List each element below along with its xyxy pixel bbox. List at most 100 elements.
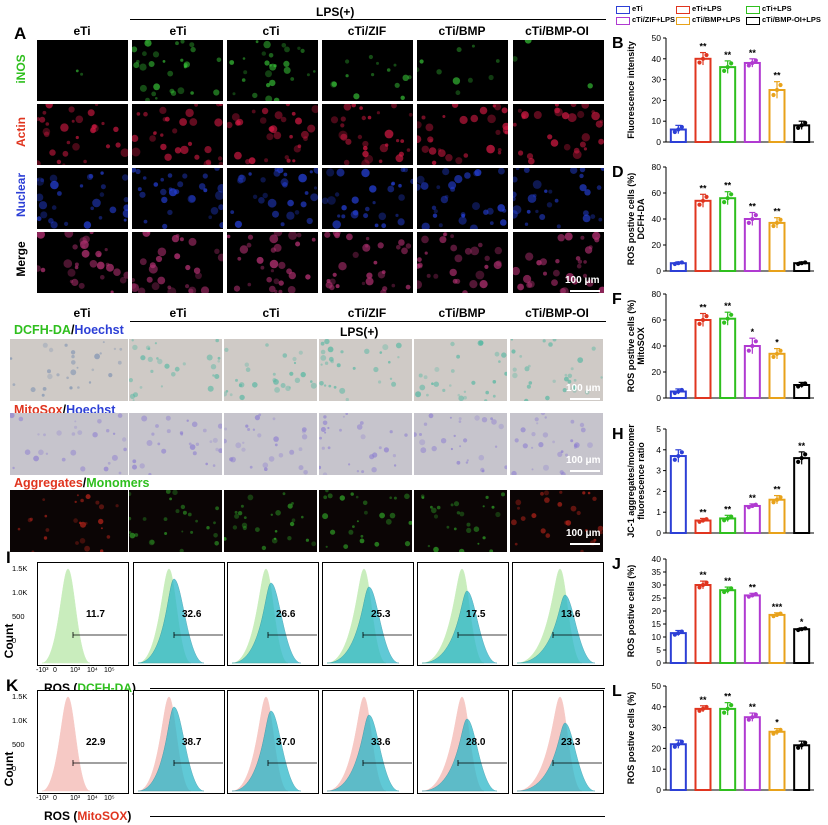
y-tick-label: 5 (656, 645, 661, 655)
legend-label: cTi/BMP+LPS (692, 15, 741, 24)
data-point (697, 321, 702, 326)
data-point (746, 348, 751, 353)
y-tick-label: 10 (652, 764, 662, 774)
panel-letter-a: A (14, 24, 27, 43)
data-point (722, 710, 727, 715)
significance-label: ** (699, 42, 707, 52)
flow-gate-value: 23.3 (561, 737, 581, 748)
significance-label: ** (749, 48, 757, 58)
y-tick-label: 80 (652, 289, 662, 299)
column-header-eti: eTi (169, 24, 187, 38)
data-point (725, 706, 730, 711)
y-tick-label: 30 (652, 75, 662, 85)
data-point (679, 387, 684, 393)
flow-histogram-3: 37.0 (227, 690, 319, 794)
data-point (796, 627, 801, 633)
data-point (676, 389, 681, 394)
data-point (750, 343, 755, 349)
stain-caption-g: Aggregates/Monomers (14, 476, 149, 490)
bar (743, 594, 761, 664)
data-point (774, 220, 780, 225)
data-point (704, 194, 709, 199)
micrograph-a-merge-6 (513, 232, 604, 293)
micrograph-a-actin-5 (417, 104, 508, 165)
data-point (799, 123, 804, 128)
data-point (774, 497, 780, 502)
flow-x-dye: MitoSOX (77, 809, 128, 823)
bar (743, 716, 761, 792)
data-point (753, 339, 758, 344)
data-point (803, 260, 808, 265)
bar (719, 66, 737, 143)
data-point (753, 592, 758, 597)
data-point (778, 495, 783, 500)
data-point (753, 213, 758, 218)
micrograph-a-merge-2 (132, 232, 223, 293)
micrograph-c-3 (224, 339, 317, 401)
y-tick-label: 20 (652, 240, 662, 250)
flow-histogram-1: 11.7 (37, 562, 129, 666)
data-point (729, 703, 734, 708)
y-tick-label: 20 (652, 367, 662, 377)
y-tick-label: 0 (656, 528, 661, 538)
significance-label: * (751, 327, 755, 337)
data-point (676, 742, 681, 747)
y-tick-label: 2 (656, 486, 661, 496)
data-point (700, 317, 706, 323)
column-header-2-eti-control: eTi (73, 306, 91, 320)
y-axis-label: Fluorescence intensity (626, 41, 636, 139)
flow-x-tick: 10³ (70, 795, 81, 802)
data-point (676, 127, 681, 132)
data-point (753, 502, 758, 507)
flow-histogram-4: 25.3 (322, 562, 414, 666)
lps-header: LPS(+) (316, 5, 355, 19)
micrograph-e-2 (129, 413, 222, 475)
data-point (679, 124, 684, 130)
bar (768, 498, 786, 534)
data-point (722, 589, 727, 595)
micrograph-e-4 (319, 413, 412, 475)
column-header-2-cti: cTi (262, 306, 280, 320)
data-point (774, 612, 780, 617)
data-point (704, 580, 709, 585)
y-tick-label: 40 (652, 214, 662, 224)
data-point (722, 200, 727, 205)
data-point (799, 456, 804, 461)
micrograph-e-3 (224, 413, 317, 475)
row-label-merge: Merge (14, 241, 28, 277)
panel-letter-k: K (6, 676, 19, 695)
bar (694, 707, 712, 792)
bar (768, 352, 786, 400)
column-header-etі-control: eTi (73, 24, 91, 38)
micrograph-e-5 (414, 413, 507, 475)
data-point (729, 586, 734, 591)
micrograph-a-merge-1 (37, 232, 128, 293)
micrograph-c-5 (414, 339, 507, 401)
data-point (697, 202, 702, 207)
data-point (746, 505, 751, 510)
significance-label: * (775, 718, 779, 728)
bar-chart-h: H 0 1 2 3 4 5 JC-1 aggregates/monomer fluorescen… (612, 424, 814, 538)
scale-bar-line-a (570, 290, 600, 292)
flow-histogram-1: 22.9 (37, 690, 129, 794)
micrograph-a-nuclear-6 (513, 168, 604, 229)
y-tick-label: 20 (652, 606, 662, 616)
flow-x-label: ROS (MitoSOX) (44, 809, 131, 823)
flow-y-tick: 0 (12, 636, 17, 645)
micrograph-c-4 (319, 339, 412, 401)
data-point (771, 92, 776, 98)
bar (719, 197, 737, 273)
flow-x-tick: 0 (53, 667, 57, 674)
flow-gate-value: 11.7 (86, 609, 105, 620)
data-point (704, 52, 709, 58)
micrograph-e-6 (510, 413, 603, 475)
data-point (672, 129, 677, 135)
data-point (725, 316, 730, 321)
stain-hoechst: Hoechst (74, 323, 124, 337)
micrograph-a-actin-2 (132, 104, 223, 165)
flow-x-tick: 10⁴ (87, 795, 98, 802)
micrograph-g-5 (414, 490, 507, 552)
significance-label: ** (699, 303, 707, 313)
data-point (803, 740, 808, 745)
